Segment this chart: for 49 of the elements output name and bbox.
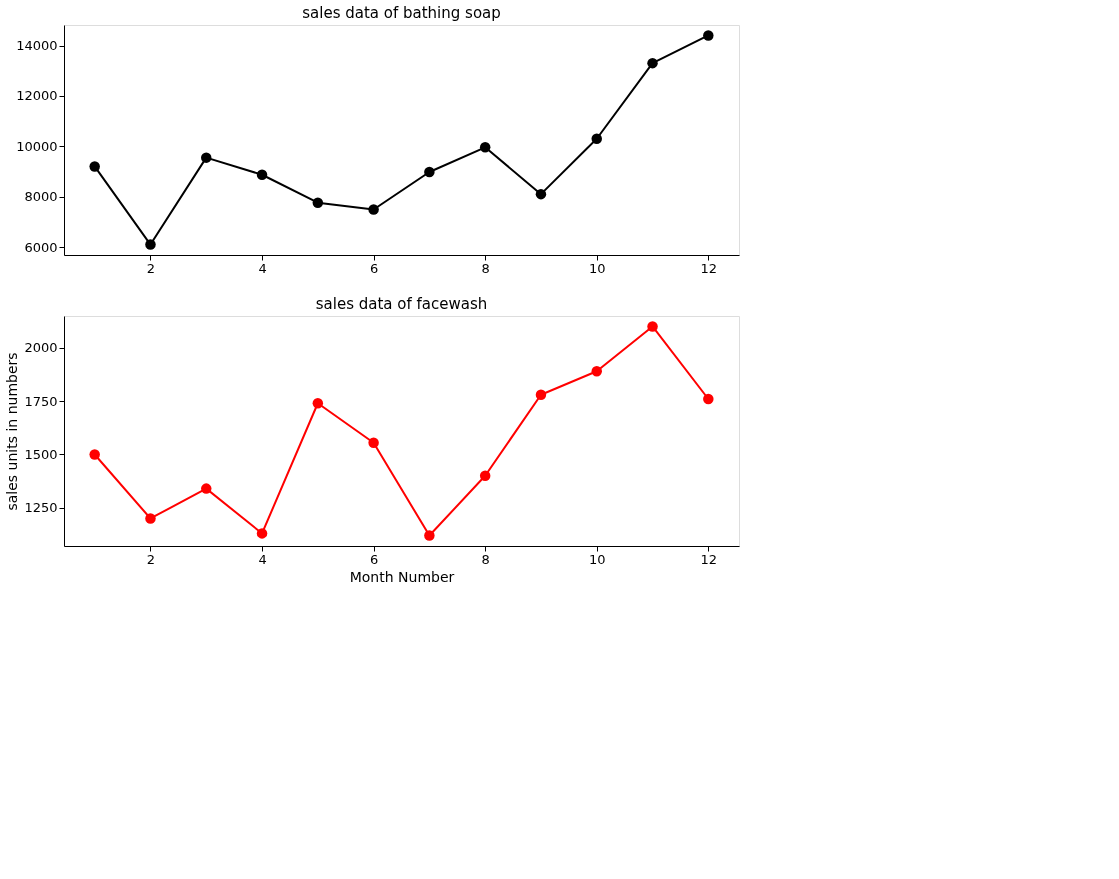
y-tick-label: 14000 [16,38,58,54]
point [647,57,658,69]
point [703,393,714,405]
point [591,133,602,144]
point [647,321,658,332]
point [256,169,268,180]
point [256,528,268,539]
point [535,389,547,400]
x-axis-title: Month Number [349,568,455,585]
x-tick-label: 4 [258,260,267,276]
point [312,398,324,409]
point [479,470,491,482]
y-tick-label: 6000 [24,239,58,255]
point [201,152,212,163]
x-tick-label: 10 [588,260,606,276]
y-tick-label: 1250 [24,500,58,516]
x-tick-label: 12 [700,551,718,567]
x-tick-label: 4 [258,551,267,567]
point [703,30,714,41]
x-tick-label: 6 [369,551,379,567]
point [145,513,156,524]
y-tick-label: 10000 [16,138,58,154]
y-tick-label: 8000 [24,189,58,205]
x-tick-label: 8 [481,260,490,276]
point [201,483,212,494]
point [424,166,435,178]
y-tick-label: 1500 [24,446,58,462]
point [368,204,379,215]
x-tick-label: 12 [700,260,718,276]
point [591,366,602,377]
chart-title: sales data of facewash [315,295,488,313]
x-tick-label: 8 [481,551,490,567]
point [145,239,156,250]
point [368,437,379,448]
y-axis-title: sales units in numbers [4,352,21,511]
x-tick-label: 2 [146,551,156,567]
y-tick-label: 2000 [24,340,58,356]
point [424,530,435,541]
point [89,449,100,460]
y-tick-label: 12000 [16,88,58,104]
chart-title: sales data of bathing soap [302,4,501,22]
point [312,197,324,208]
point [89,161,100,172]
y-tick-label: 1750 [24,393,58,409]
point [479,142,491,153]
x-tick-label: 6 [369,260,379,276]
point [535,188,547,200]
x-tick-label: 2 [146,260,156,276]
x-tick-label: 10 [588,551,606,567]
